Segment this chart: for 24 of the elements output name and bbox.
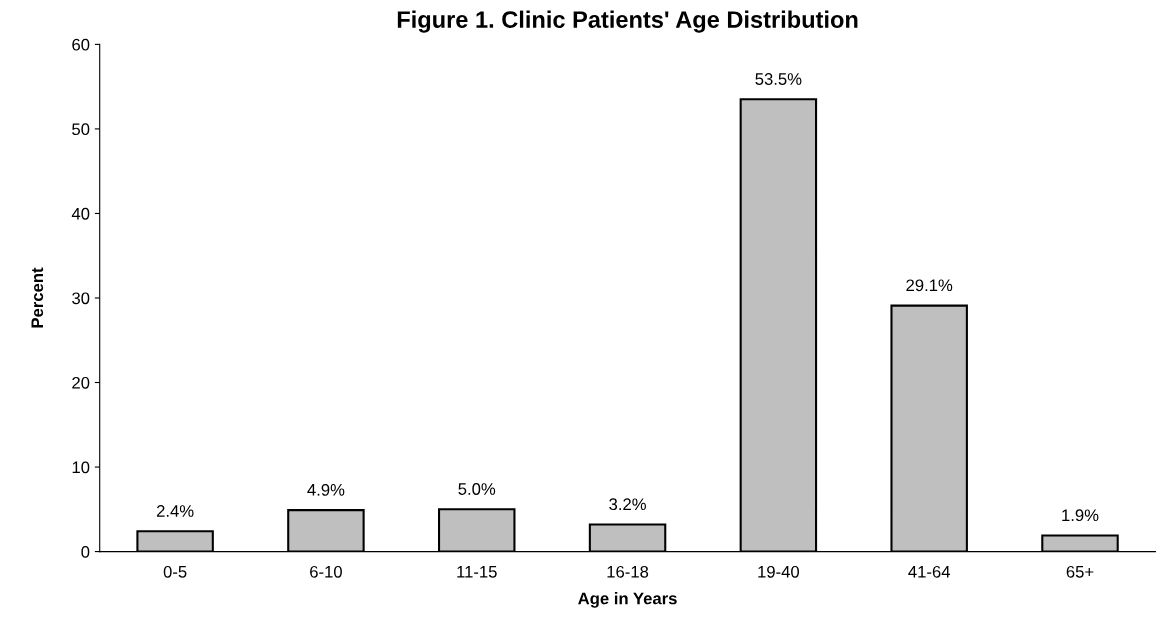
y-tick-label: 20	[72, 376, 90, 389]
x-axis-title: Age in Years	[578, 592, 677, 608]
y-axis-title: Percent	[31, 267, 44, 328]
data-label: 2.4%	[156, 505, 194, 517]
x-tick-label: 41-64	[908, 565, 951, 578]
data-label: 29.1%	[906, 279, 953, 292]
y-tick-label: 40	[71, 207, 90, 220]
chart-title: Figure 1. Clinic Patients' Age Distribution	[397, 10, 858, 33]
x-tick-label: 16-18	[607, 565, 649, 578]
x-tick-label: 19-40	[758, 565, 800, 578]
y-tick-label: 0	[81, 545, 90, 558]
data-label: 53.5%	[755, 73, 802, 85]
data-label: 3.2%	[609, 498, 646, 511]
data-label: 5.0%	[458, 483, 496, 495]
y-tick-label: 30	[72, 292, 90, 305]
x-tick-label: 65+	[1066, 565, 1094, 578]
x-tick-label: 0-5	[163, 565, 187, 578]
x-tick-label: 11-15	[457, 566, 497, 578]
y-tick-label: 10	[72, 461, 90, 474]
x-tick-label: 6-10	[310, 565, 342, 578]
y-tick-label: 50	[72, 123, 90, 136]
data-label: 4.9%	[307, 483, 345, 496]
data-label: 1.9%	[1062, 509, 1099, 522]
y-tick-label: 60	[72, 38, 90, 51]
